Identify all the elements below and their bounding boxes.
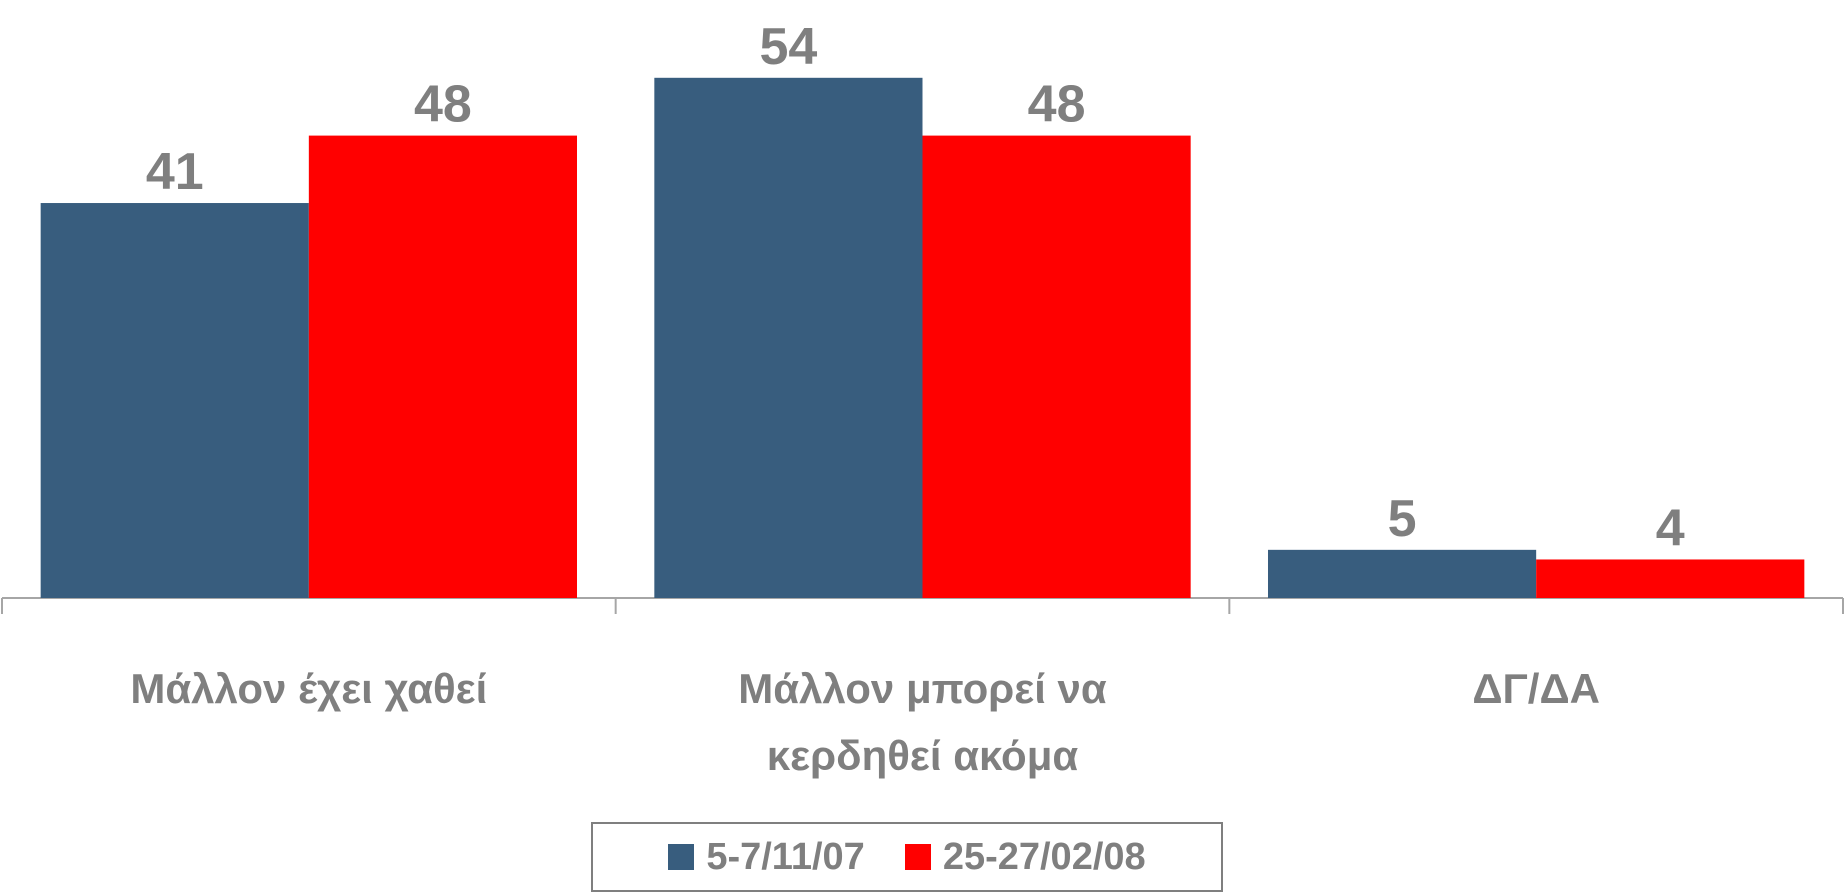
bar	[308, 135, 578, 598]
x-tick-label: Μάλλον μπορεί να κερδηθεί ακόμα	[738, 665, 1107, 779]
legend-item: 25-27/02/08	[904, 835, 1146, 879]
legend-swatch	[904, 844, 931, 870]
legend-swatch	[668, 844, 695, 870]
bar	[654, 77, 923, 599]
legend-label: 5-7/11/07	[706, 835, 865, 878]
value-label: 48	[414, 76, 472, 134]
value-label: 4	[1656, 499, 1685, 557]
bar	[922, 135, 1191, 598]
legend-item: 5-7/11/07	[668, 835, 865, 879]
value-label: 48	[1028, 76, 1086, 134]
x-tick-label: Μάλλον έχει χαθεί	[130, 665, 488, 712]
bar	[1267, 549, 1537, 598]
value-label: 54	[759, 18, 817, 76]
bar	[40, 203, 309, 599]
legend-label: 25-27/02/08	[942, 835, 1146, 878]
value-label: 5	[1388, 490, 1417, 548]
x-tick-label: ΔΓ/ΔΑ	[1472, 665, 1600, 712]
legend: 5-7/11/07 25-27/02/08	[591, 822, 1223, 892]
bar	[1536, 559, 1805, 598]
value-label: 41	[146, 143, 204, 201]
